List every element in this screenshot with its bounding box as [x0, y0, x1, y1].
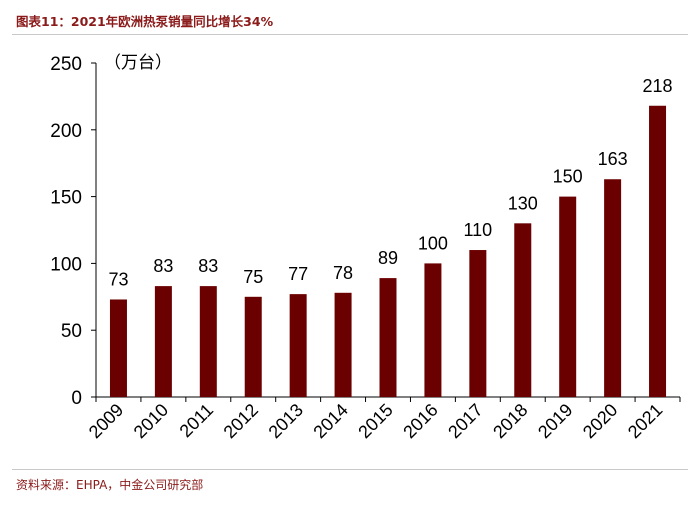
- y-tick-label: 250: [50, 54, 82, 75]
- bar-2018: [514, 223, 532, 397]
- x-tick-label: 2017: [444, 400, 486, 442]
- data-label-2021: 218: [643, 76, 673, 96]
- figure-title: 图表11：2021年欧洲热泵销量同比增长34%: [16, 14, 274, 29]
- x-tick-label: 2009: [85, 400, 127, 442]
- y-axis: 0 50 100 150 200 250: [50, 54, 97, 409]
- bar-2012: [244, 296, 262, 397]
- source-divider: [12, 469, 688, 470]
- data-label-2015: 89: [378, 248, 398, 268]
- bar-2016: [424, 263, 442, 397]
- bars: [109, 105, 667, 397]
- bar-2011: [199, 286, 217, 397]
- bar-2020: [604, 179, 622, 397]
- bar-2021: [649, 105, 667, 397]
- bar-2019: [559, 196, 577, 397]
- bar-2015: [379, 278, 397, 397]
- x-tick-label: 2020: [579, 400, 621, 442]
- source-note: 资料来源：EHPA，中金公司研究部: [16, 478, 204, 492]
- y-tick-label: 150: [50, 188, 82, 209]
- bar-2013: [289, 294, 307, 397]
- unit-label: （万台）: [104, 53, 172, 73]
- bar-2010: [154, 286, 172, 397]
- data-label-2011: 83: [198, 256, 218, 276]
- x-tick-label: 2016: [399, 400, 441, 442]
- data-label-2010: 83: [153, 256, 173, 276]
- bar-2017: [469, 250, 487, 397]
- data-label-2016: 100: [418, 233, 448, 253]
- x-tick-label: 2018: [489, 400, 531, 442]
- data-label-2018: 130: [508, 193, 538, 213]
- y-tick-label: 0: [71, 388, 82, 409]
- x-tick-label: 2015: [354, 400, 396, 442]
- y-tick-label: 50: [61, 321, 82, 342]
- data-label-2012: 75: [243, 267, 263, 287]
- title-divider: [12, 34, 688, 35]
- y-tick-label: 200: [50, 121, 82, 142]
- x-tick-label: 2010: [130, 400, 172, 442]
- x-axis: 2009 2010 2011 2012 2013 2014 2015 2016 2017 2018…: [85, 396, 681, 442]
- data-label-2017: 110: [463, 220, 492, 240]
- bar-2014: [334, 292, 352, 397]
- data-label-2014: 78: [333, 263, 353, 283]
- data-labels: 73 83 83 75 77 78 89 100 110 130 150 163 218: [108, 76, 672, 290]
- data-label-2020: 163: [598, 149, 628, 169]
- data-label-2019: 150: [553, 167, 583, 187]
- x-tick-label: 2012: [220, 400, 262, 442]
- data-label-2009: 73: [108, 269, 128, 289]
- x-tick-label: 2011: [176, 400, 218, 442]
- bar-2009: [109, 299, 127, 397]
- x-tick-label: 2019: [534, 400, 576, 442]
- data-label-2013: 77: [288, 264, 308, 284]
- x-tick-label: 2014: [309, 400, 351, 442]
- y-tick-label: 100: [50, 254, 82, 275]
- x-tick-label: 2021: [624, 400, 666, 442]
- x-tick-label: 2013: [265, 400, 307, 442]
